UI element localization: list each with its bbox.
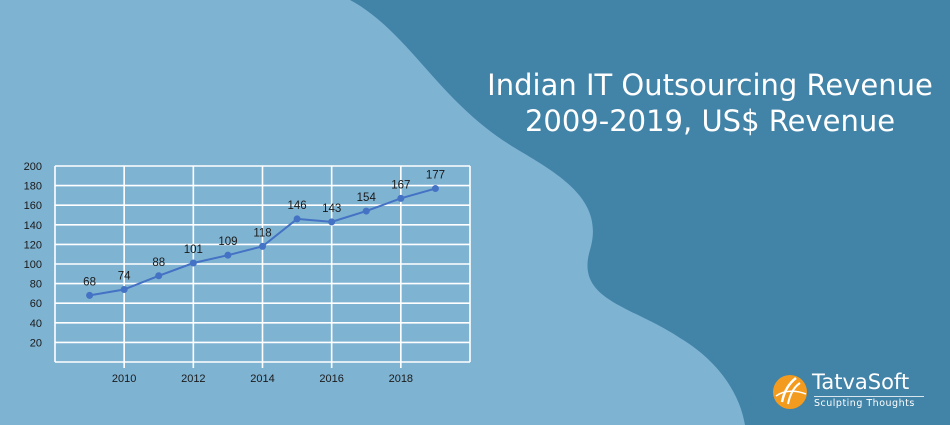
data-label-2017: 154	[357, 192, 377, 204]
y-tick-label-160: 160	[24, 200, 42, 212]
revenue-series	[86, 185, 439, 299]
data-point-2018	[397, 194, 405, 202]
data-point-2015	[293, 215, 301, 223]
x-tick-label-2018: 2018	[389, 373, 413, 385]
logo-name: TatvaSoft	[812, 370, 910, 394]
chart-title-line-2: 2009-2019, US$ Revenue	[524, 104, 896, 138]
logo-divider	[814, 396, 924, 397]
y-tick-label-100: 100	[24, 259, 42, 271]
x-axis-tick-labels: 2010 2012 2014 2016 2018	[112, 373, 413, 385]
data-point-2019	[431, 185, 439, 193]
tatvasoft-logo-icon	[773, 375, 807, 409]
x-tick-label-2014: 2014	[250, 373, 274, 385]
data-label-2016: 143	[322, 203, 341, 215]
y-tick-label-200: 200	[24, 161, 42, 173]
y-tick-label-40: 40	[30, 318, 42, 330]
data-label-2015: 146	[287, 200, 306, 212]
y-tick-label-20: 20	[30, 337, 42, 349]
data-point-2009	[86, 291, 94, 299]
logo-tagline: Sculpting Thoughts	[814, 398, 915, 409]
data-label-2009: 68	[83, 276, 96, 288]
data-point-2017	[362, 207, 370, 215]
data-label-2019: 177	[426, 170, 445, 182]
y-tick-label-140: 140	[24, 220, 42, 232]
y-tick-label-180: 180	[24, 181, 42, 193]
y-tick-label-60: 60	[30, 298, 42, 310]
x-tick-label-2016: 2016	[319, 373, 343, 385]
tatvasoft-logo: TatvaSoft Sculpting Thoughts	[770, 370, 940, 415]
data-point-2013	[224, 251, 232, 259]
data-point-2016	[328, 218, 336, 226]
y-axis-tick-labels: 20 40 60 80 100 120 140 160 180 200	[24, 161, 42, 349]
y-tick-label-120: 120	[24, 239, 42, 251]
chart-title-line-1: Indian IT Outsourcing Revenue	[487, 68, 933, 102]
data-label-2018: 167	[391, 179, 410, 191]
data-label-2013: 109	[218, 236, 237, 248]
data-point-2014	[259, 242, 266, 250]
data-label-2011: 88	[152, 257, 165, 269]
x-tick-label-2012: 2012	[181, 373, 205, 385]
data-point-2011	[155, 272, 163, 280]
data-point-2012	[189, 259, 197, 267]
data-point-2010	[120, 285, 128, 293]
data-label-2010: 74	[118, 270, 131, 282]
background-dark-blob	[350, 0, 950, 425]
data-labels: 68 74 88 101 109 118 146 143 154 167 177	[83, 170, 445, 289]
chart-grid	[54, 165, 471, 368]
y-tick-label-80: 80	[30, 279, 42, 291]
data-label-2014: 118	[253, 227, 271, 239]
data-label-2012: 101	[184, 244, 203, 256]
x-tick-label-2010: 2010	[112, 373, 136, 385]
